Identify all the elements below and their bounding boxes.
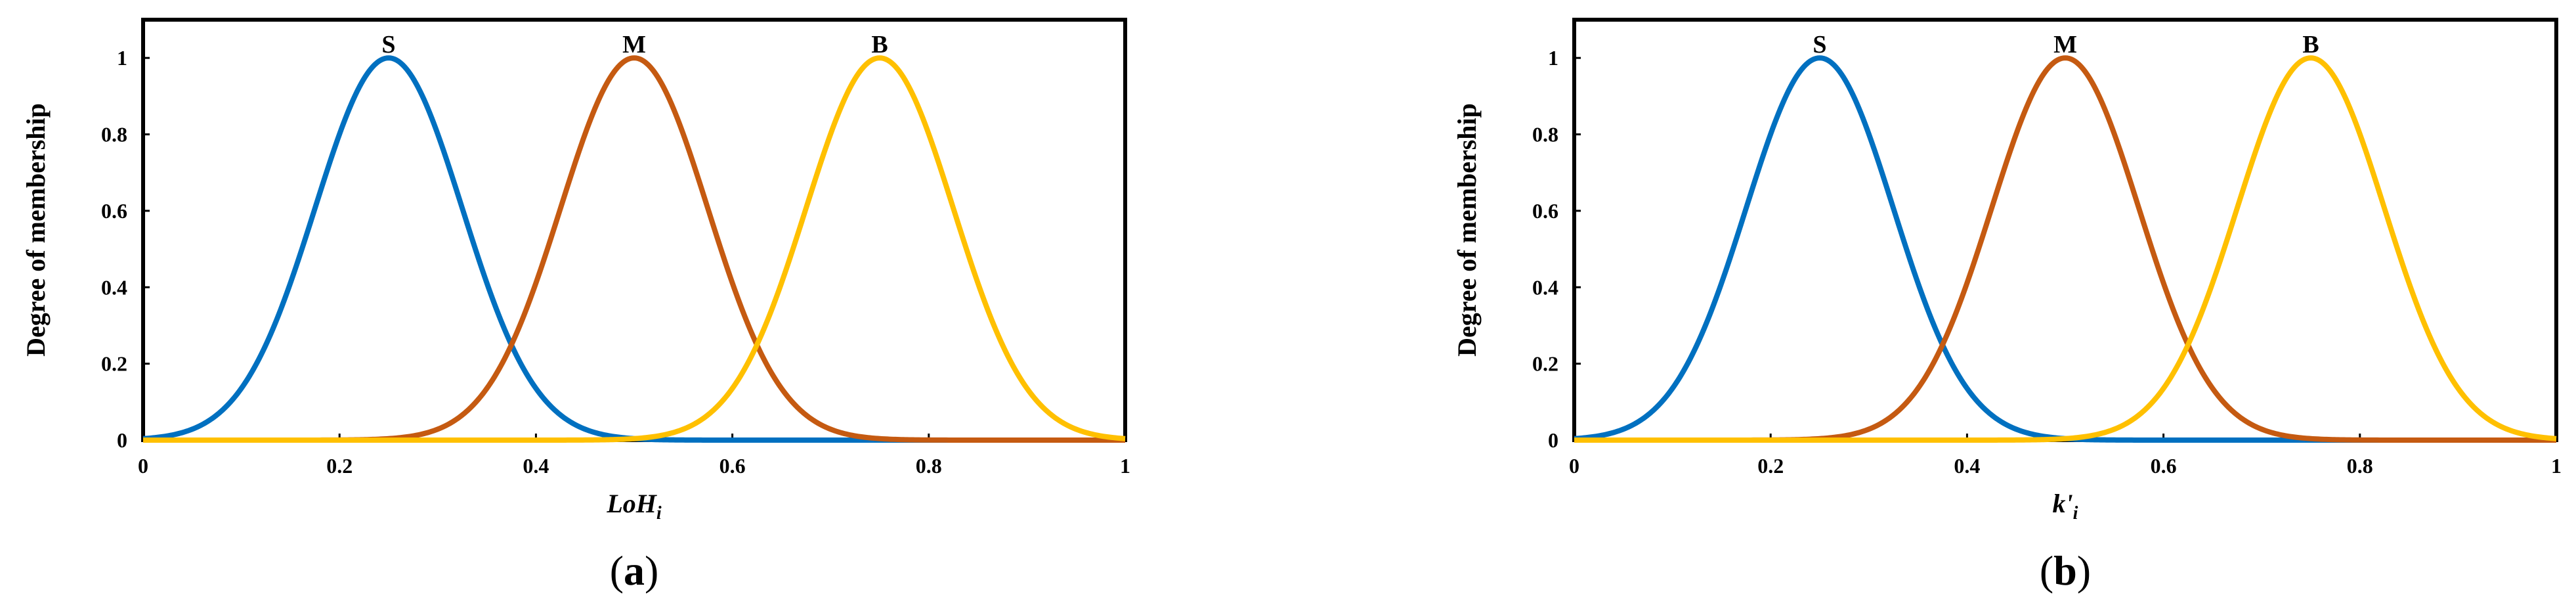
x-tick-label: 0.6: [719, 454, 746, 478]
caption-letter: a: [624, 547, 645, 594]
x-axis-label-subscript: i: [2073, 503, 2078, 524]
series-label-B: B: [871, 31, 888, 58]
x-tick-label: 0.4: [1954, 454, 1980, 478]
caption-open-paren: (: [2040, 547, 2053, 594]
x-tick-label: 0: [1569, 454, 1579, 478]
y-tick-label: 0.8: [1532, 123, 1558, 146]
y-tick-label: 0.6: [1532, 199, 1558, 223]
caption-open-paren: (: [610, 547, 624, 594]
y-axis-label: Degree of membership: [21, 103, 51, 357]
y-tick-label: 0.8: [101, 123, 127, 146]
y-tick-label: 1: [117, 46, 127, 70]
y-axis-label: Degree of membership: [1452, 103, 1482, 357]
series-label-B: B: [2302, 31, 2319, 58]
y-tick-label: 0: [1548, 428, 1558, 452]
x-tick-label: 0.2: [1757, 454, 1784, 478]
x-axis-label-main: k': [2053, 489, 2073, 518]
y-tick-label: 0: [117, 428, 127, 452]
x-tick-label: 0.6: [2151, 454, 2177, 478]
y-tick-label: 0.4: [101, 275, 127, 299]
series-label-S: S: [1813, 31, 1826, 58]
series-curve-B: [142, 55, 1127, 443]
x-tick-label: 0.8: [2347, 454, 2373, 478]
plot-frame: [1572, 18, 2558, 442]
x-tick-label: 0.2: [326, 454, 353, 478]
panel-caption: (b): [2040, 547, 2091, 594]
y-tick-label: 0.2: [1532, 352, 1558, 376]
y-tick-label: 0.4: [1532, 275, 1558, 299]
series-curve-S: [1573, 55, 2558, 443]
series-curve-M: [142, 55, 1127, 443]
series-curve-S: [142, 55, 1127, 443]
caption-letter: b: [2053, 547, 2077, 594]
x-tick-label: 1: [1120, 454, 1130, 478]
x-tick-label: 0.8: [916, 454, 942, 478]
y-tick-label: 0.2: [101, 352, 127, 376]
x-tick-label: 0.4: [523, 454, 549, 478]
series-label-S: S: [381, 31, 395, 58]
chart-panel-b: 0 0.2 0.4 0.6 0.8 1 0 0.2 0.4 0.6 0.8 1 Degree of me…: [1452, 18, 2562, 594]
chart-panel-a: 0 0.2 0.4 0.6 0.8 1 0 0.2 0.4 0.6 0.8 1 Degree of me…: [21, 18, 1130, 594]
caption-close-paren: ): [2077, 547, 2091, 594]
series-label-M: M: [2053, 31, 2077, 58]
panel-caption: (a): [610, 547, 659, 594]
y-tick-label: 1: [1548, 46, 1558, 70]
x-axis-label: LoHi: [606, 489, 662, 524]
x-axis-label: k'i: [2053, 489, 2078, 524]
x-axis-label-subscript: i: [656, 503, 662, 524]
x-axis-label-main: LoH: [606, 489, 657, 518]
x-tick-label: 0: [138, 454, 148, 478]
series-label-M: M: [622, 31, 646, 58]
series-curve-B: [1573, 55, 2558, 443]
caption-close-paren: ): [645, 547, 658, 594]
x-tick-label: 1: [2551, 454, 2562, 478]
series-curve-M: [1573, 55, 2558, 443]
y-tick-label: 0.6: [101, 199, 127, 223]
plot-frame: [141, 18, 1127, 442]
